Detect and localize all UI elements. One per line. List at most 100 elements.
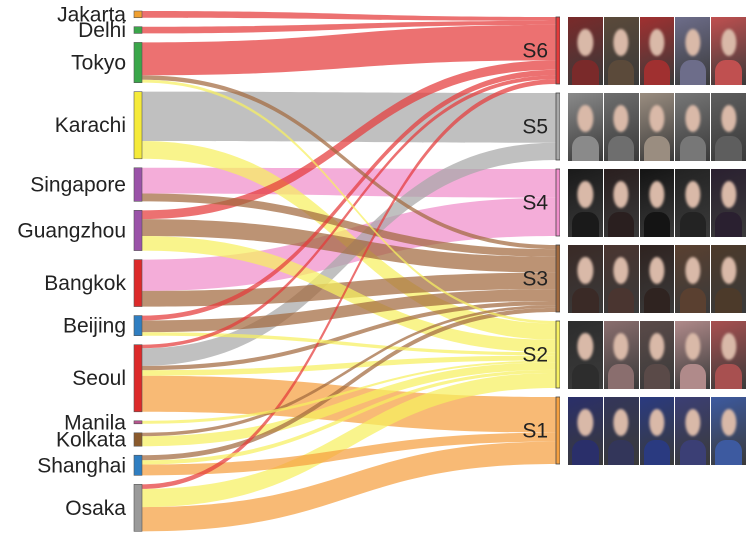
source-label-tokyo: Tokyo	[71, 52, 126, 75]
blurred-face	[720, 28, 737, 56]
link-singapore-to-s3	[142, 193, 556, 257]
link-guangzhou-to-s2	[142, 235, 556, 353]
blurred-face	[720, 256, 737, 284]
link-guangzhou-to-s6	[142, 60, 556, 220]
photo-body	[643, 288, 671, 313]
photo-s4-5	[711, 168, 746, 237]
link-karachi-to-s5	[142, 91, 556, 143]
photo-s2-4	[675, 320, 711, 389]
blurred-face	[649, 28, 665, 56]
photo-s1-2	[603, 396, 639, 465]
source-node-delhi	[133, 26, 143, 34]
photo-body	[643, 60, 671, 85]
link-tokyo-to-s2	[142, 79, 556, 324]
link-shanghai-to-s1	[142, 432, 556, 476]
source-label-guangzhou: Guangzhou	[17, 219, 126, 242]
photo-body	[572, 136, 599, 161]
target-label-s3: S3	[522, 268, 548, 291]
target-label-s4: S4	[522, 192, 548, 215]
photo-s2-1	[568, 320, 603, 389]
source-node-kolkata	[133, 432, 143, 447]
photo-s4-4	[675, 168, 711, 237]
photo-s2-5	[711, 320, 746, 389]
source-label-kolkata: Kolkata	[56, 429, 126, 452]
photo-body	[572, 212, 599, 237]
photo-body	[572, 440, 599, 465]
target-node-s5	[555, 92, 560, 161]
source-node-tokyo	[133, 42, 143, 83]
link-shanghai-to-s3	[142, 307, 556, 461]
photo-body	[643, 440, 671, 465]
photo-body	[607, 440, 635, 465]
link-tokyo-to-s6	[142, 24, 556, 76]
target-label-s2: S2	[522, 344, 548, 367]
photo-body	[679, 288, 707, 313]
photo-s2-2	[603, 320, 639, 389]
target-node-s2	[555, 320, 560, 389]
link-tokyo-to-s3	[142, 75, 556, 250]
target-label-s6: S6	[522, 40, 548, 63]
source-node-karachi	[133, 91, 143, 160]
blurred-face	[685, 256, 701, 284]
photo-s6-2	[603, 16, 639, 85]
photo-body	[643, 364, 671, 389]
blurred-face	[720, 104, 737, 132]
target-node-s6	[555, 16, 560, 85]
link-beijing-to-s2	[142, 332, 556, 356]
source-label-beijing: Beijing	[63, 315, 126, 338]
photo-s1-1	[568, 396, 603, 465]
blurred-face	[577, 104, 594, 132]
blurred-face	[577, 180, 594, 208]
source-label-manila: Manila	[64, 411, 126, 434]
photo-row-s5	[568, 92, 746, 161]
photo-s5-2	[603, 92, 639, 161]
photo-body	[643, 136, 671, 161]
photo-body	[607, 212, 635, 237]
photo-body	[715, 440, 742, 465]
source-label-seoul: Seoul	[72, 367, 126, 390]
blurred-face	[685, 332, 701, 360]
photo-s5-5	[711, 92, 746, 161]
source-label-delhi: Delhi	[78, 19, 126, 42]
blurred-face	[613, 332, 629, 360]
target-node-s3	[555, 244, 560, 313]
photo-body	[679, 364, 707, 389]
target-label-s5: S5	[522, 116, 548, 139]
source-label-singapore: Singapore	[30, 174, 126, 197]
link-shanghai-to-s2	[142, 369, 556, 465]
photo-body	[572, 60, 599, 85]
photo-body	[679, 440, 707, 465]
blurred-face	[649, 332, 665, 360]
photo-s6-4	[675, 16, 711, 85]
blurred-face	[685, 28, 701, 56]
blurred-face	[577, 28, 594, 56]
blurred-face	[577, 332, 594, 360]
photo-s1-3	[639, 396, 675, 465]
link-manila-to-s2	[142, 360, 556, 424]
source-label-osaka: Osaka	[65, 497, 126, 520]
photo-s3-3	[639, 244, 675, 313]
link-seoul-to-s6	[142, 75, 556, 349]
photo-body	[715, 288, 742, 313]
photo-s3-1	[568, 244, 603, 313]
target-node-s4	[555, 168, 560, 237]
source-node-seoul	[133, 344, 143, 413]
photo-row-s1	[568, 396, 746, 465]
link-osaka-to-s1	[142, 441, 556, 532]
photo-body	[715, 364, 742, 389]
photo-s3-2	[603, 244, 639, 313]
link-guangzhou-to-s3	[142, 219, 556, 273]
photo-s6-1	[568, 16, 603, 85]
blurred-face	[577, 408, 594, 436]
photo-row-s6	[568, 16, 746, 85]
photo-s3-5	[711, 244, 746, 313]
photo-body	[607, 136, 635, 161]
blurred-face	[649, 180, 665, 208]
source-label-bangkok: Bangkok	[44, 272, 126, 295]
link-delhi-to-s6	[142, 20, 556, 34]
photo-body	[572, 364, 599, 389]
source-node-manila	[133, 420, 143, 425]
